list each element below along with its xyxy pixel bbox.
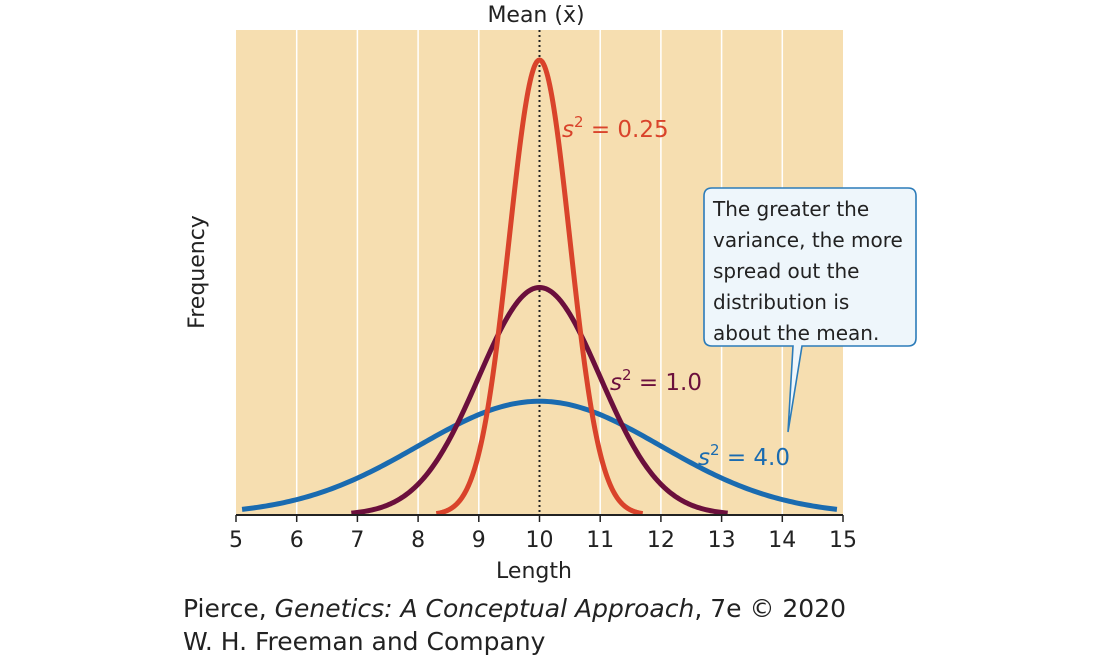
x-tick-label: 11 (586, 528, 614, 553)
series-labels: s2 = 0.25 s2 = 1.0 s2 = 4.0 (562, 113, 790, 471)
annotation-callout: The greater the variance, the more spread … (703, 187, 917, 433)
chart: 5 6 7 8 9 10 11 12 13 14 15 Mean (x̄) Length Frequ… (185, 3, 917, 584)
x-tick-label: 13 (708, 528, 736, 553)
x-tick-label: 14 (768, 528, 796, 553)
series-curve (350, 285, 729, 516)
distribution-curves (241, 57, 838, 517)
x-tick-label: 9 (472, 528, 486, 553)
series-curve (434, 57, 645, 517)
series-label: s2 = 0.25 (562, 113, 669, 143)
x-tick-label: 7 (350, 528, 364, 553)
mean-label: Mean (x̄) (487, 3, 584, 28)
credit-line-2: W. H. Freeman and Company (183, 627, 546, 656)
series-label: s2 = 4.0 (698, 441, 790, 471)
credit-title: Genetics: A Conceptual Approach (274, 594, 695, 623)
x-tick-label: 10 (526, 528, 554, 553)
series-label: s2 = 1.0 (610, 366, 702, 396)
x-tick-label: 6 (290, 528, 304, 553)
y-axis-label: Frequency (185, 215, 210, 329)
x-tick-label: 15 (829, 528, 857, 553)
gridlines (295, 30, 784, 515)
annotation-text: The greater the variance, the more spread … (712, 197, 903, 345)
x-axis-ticks: 5 6 7 8 9 10 11 12 13 14 15 (229, 515, 857, 553)
credit-line-1: Pierce, Genetics: A Conceptual Approach,… (183, 594, 846, 623)
x-tick-label: 12 (647, 528, 675, 553)
x-tick-label: 8 (411, 528, 425, 553)
credit-edition: , 7e © 2020 (694, 594, 847, 623)
series-curve (241, 398, 838, 512)
callout-bubble (703, 187, 917, 433)
x-axis-label: Length (496, 559, 572, 584)
x-tick-label: 5 (229, 528, 243, 553)
credit-author: Pierce, (183, 594, 275, 623)
